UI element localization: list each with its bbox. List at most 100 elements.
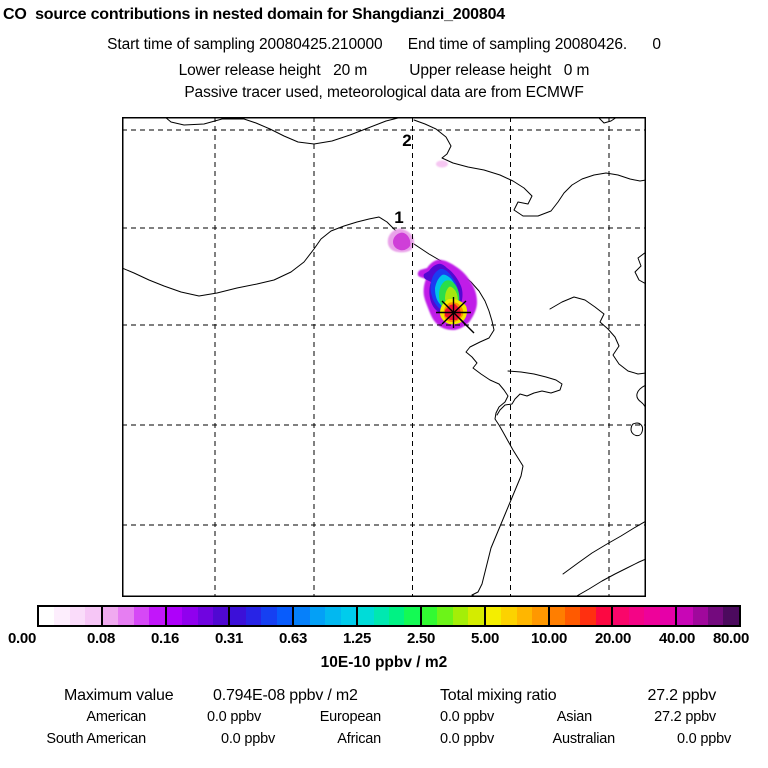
- colorbar-cell: [532, 607, 548, 625]
- colorbar-segment: [294, 607, 359, 625]
- coastline-right-edge-upper: [634, 251, 646, 285]
- map-frame: [122, 117, 646, 597]
- region-label: Australian: [552, 731, 616, 747]
- marker-label-2: 2: [402, 131, 411, 150]
- colorbar: [37, 605, 741, 627]
- colorbar-tick-label: 1.25: [343, 630, 371, 647]
- colorbar-cell: [39, 607, 55, 625]
- release-heights-line: Lower release height 20 m Upper release …: [178, 62, 590, 79]
- tracer-note-line: Passive tracer used, meteorological data…: [184, 84, 584, 101]
- colorbar-cell: [388, 607, 405, 625]
- colorbar-segment: [358, 607, 422, 625]
- colorbar-cell: [659, 607, 676, 625]
- region-value: 0.0 ppbv: [439, 731, 494, 747]
- colorbar-segment: [421, 607, 486, 625]
- coastline-island: [630, 422, 643, 437]
- coastline-northeast: [413, 119, 646, 217]
- colorbar-cell: [197, 607, 213, 625]
- colorbar-cell: [644, 607, 660, 625]
- colorbar-cell: [54, 607, 70, 625]
- colorbar-cell: [468, 607, 484, 625]
- colorbar-segment: [166, 607, 231, 625]
- colorbar-cell: [373, 607, 389, 625]
- colorbar-cell: [564, 607, 581, 625]
- map-panel: 1 2: [122, 117, 646, 597]
- colorbar-tick-label: 0.31: [215, 630, 243, 647]
- region-label: South American: [46, 731, 146, 747]
- colorbar-cell: [166, 607, 183, 625]
- colorbar-cell: [118, 607, 134, 625]
- colorbar-tick-label: 80.00: [712, 630, 750, 647]
- colorbar-cell: [437, 607, 453, 625]
- colorbar-segment: [230, 607, 295, 625]
- region-value: 0.0 ppbv: [206, 709, 261, 725]
- coastline-north-border: [164, 117, 408, 145]
- marker-label-1: 1: [394, 208, 403, 227]
- colorbar-segment: [102, 607, 167, 625]
- colorbar-cell: [421, 607, 438, 625]
- colorbar-cell: [340, 607, 357, 625]
- colorbar-cell: [452, 607, 469, 625]
- colorbar-segment: [549, 607, 614, 625]
- map-grid: [122, 117, 646, 597]
- coastline-bay-hook: [496, 370, 563, 416]
- colorbar-cell: [309, 607, 326, 625]
- colorbar-segment: [613, 607, 678, 625]
- colorbar-cell: [182, 607, 198, 625]
- coastline-bottom-right-1: [562, 520, 646, 575]
- colorbar-cell: [325, 607, 341, 625]
- region-value: 0.0 ppbv: [220, 731, 275, 747]
- max-value: 0.794E-08 ppbv / m2: [213, 687, 358, 704]
- region-value: 27.2 ppbv: [654, 709, 716, 725]
- colorbar-cell: [261, 607, 277, 625]
- colorbar-cell: [485, 607, 502, 625]
- colorbar-cell: [692, 607, 709, 625]
- region-label: Asian: [556, 709, 592, 725]
- colorbar-segment: [485, 607, 550, 625]
- region-value: 0.0 ppbv: [676, 731, 731, 747]
- colorbar-cell: [549, 607, 565, 625]
- colorbar-cell: [276, 607, 293, 625]
- sampling-times-line: Start time of sampling 20080425.210000 E…: [107, 36, 661, 53]
- colorbar-cell: [149, 607, 165, 625]
- colorbar-tick-label: 5.00: [471, 630, 499, 647]
- colorbar-tick-label: 0.16: [151, 630, 179, 647]
- region-label: African: [337, 731, 381, 747]
- colorbar-cell: [230, 607, 246, 625]
- page-title: CO source contributions in nested domain…: [3, 6, 505, 23]
- colorbar-tick-label: 2.50: [407, 630, 435, 647]
- colorbar-cell: [212, 607, 229, 625]
- total-ratio-label: Total mixing ratio: [440, 687, 557, 704]
- colorbar-cell: [358, 607, 374, 625]
- faint-trace-spot: [436, 160, 448, 168]
- colorbar-cell: [628, 607, 645, 625]
- colorbar-cell: [85, 607, 101, 625]
- colorbar-cell: [245, 607, 262, 625]
- receptor-star-icon: [436, 297, 475, 334]
- colorbar-cell: [723, 607, 739, 625]
- colorbar-cell: [133, 607, 150, 625]
- total-ratio-value: 27.2 ppbv: [647, 687, 717, 704]
- colorbar-segment: [677, 607, 739, 625]
- region-label: American: [86, 709, 146, 725]
- colorbar-tick-label: 0.08: [87, 630, 115, 647]
- secondary-plume-blob: [387, 228, 415, 253]
- colorbar-cell: [294, 607, 310, 625]
- colorbar-tick-label: 0.63: [279, 630, 307, 647]
- colorbar-cell: [708, 607, 724, 625]
- max-value-label: Maximum value: [64, 687, 174, 704]
- region-value: 0.0 ppbv: [439, 709, 494, 725]
- colorbar-tick-label: 40.00: [658, 630, 696, 647]
- colorbar-cell: [404, 607, 420, 625]
- colorbar-cell: [677, 607, 693, 625]
- colorbar-cell: [595, 607, 612, 625]
- colorbar-segment: [39, 607, 103, 625]
- colorbar-tick-label: 0.00: [8, 630, 36, 647]
- coastline-central: [122, 216, 524, 597]
- coastline-top-right-fragment: [597, 117, 618, 124]
- colorbar-tick-label: 10.00: [530, 630, 568, 647]
- blob-inner: [393, 232, 411, 251]
- colorbar-cell: [102, 607, 119, 625]
- colorbar-unit-label: 10E-10 ppbv / m2: [320, 654, 448, 671]
